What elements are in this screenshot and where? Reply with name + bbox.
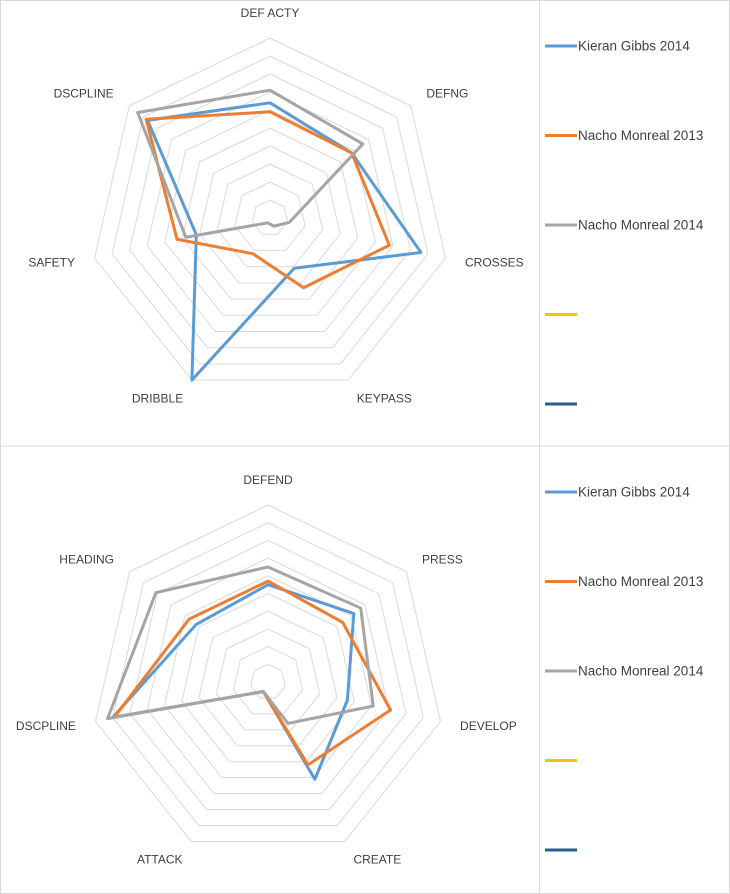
series-line-nacho-monreal-2014	[106, 565, 375, 725]
axis-label-press: PRESS	[422, 552, 463, 566]
axis-label-crosses: CROSSES	[465, 256, 524, 270]
grid-ring	[251, 199, 289, 235]
axis-label-defend: DEFEND	[243, 473, 293, 487]
series-line-nacho-monreal-2013	[144, 110, 391, 290]
legend-label: Nacho Monreal 2014	[578, 218, 704, 233]
legend-label: Kieran Gibbs 2014	[578, 39, 690, 54]
grid-ring	[181, 127, 359, 300]
grid-ring	[234, 181, 306, 251]
legend-label: Kieran Gibbs 2014	[578, 485, 690, 500]
legend-bottom: Kieran Gibbs 2014 Nacho Monreal 2013 Nacho…	[545, 485, 704, 852]
grid-ring	[215, 628, 321, 731]
axis-label-defng: DEFNG	[426, 87, 468, 101]
legend-label: Nacho Monreal 2013	[578, 128, 703, 143]
grid-ring	[111, 55, 429, 365]
grid-ring	[232, 646, 304, 715]
grid-ring	[198, 610, 338, 747]
axis-label-heading: HEADING	[59, 552, 114, 566]
grid-ring	[129, 539, 407, 811]
axis-label-create: CREATE	[353, 853, 401, 867]
legend-item: Nacho Monreal 2014	[545, 664, 704, 679]
axis-label-dscpline: DSCPLINE	[16, 719, 76, 733]
legend-top: Kieran Gibbs 2014 Nacho Monreal 2013 Nacho…	[545, 39, 704, 406]
series-line-kieran-gibbs-2014	[146, 101, 423, 382]
grid-ring	[93, 37, 447, 381]
radar-chart-bottom: DEFEND PRESS DEVELOP CREATE ATTACK DSCPLINE HE…	[16, 473, 517, 867]
axis-label-develop: DEVELOP	[460, 719, 517, 733]
axis-label-dscpline: DSCPLINE	[54, 87, 114, 101]
legend-label: Nacho Monreal 2013	[578, 574, 703, 589]
axis-label-keypass: KEYPASS	[357, 391, 412, 405]
radar-chart-top: DEF ACTY DEFNG CROSSES KEYPASS DRIBBLE SAFETY…	[28, 6, 523, 406]
grid-ring	[94, 504, 442, 842]
grid-ring	[164, 109, 376, 316]
axis-label-attack: ATTACK	[137, 853, 183, 867]
legend-item: Nacho Monreal 2014	[545, 218, 704, 233]
grid-ring	[112, 522, 424, 827]
legend-item: Nacho Monreal 2013	[545, 128, 703, 143]
axis-label-def-acty: DEF ACTY	[241, 6, 300, 20]
grid-ring	[146, 91, 394, 333]
legend-label: Nacho Monreal 2014	[578, 664, 704, 679]
grid-ring	[163, 575, 373, 779]
grid-ring	[199, 145, 341, 284]
axis-label-dribble: DRIBBLE	[132, 391, 183, 405]
legend-item: Kieran Gibbs 2014	[545, 485, 690, 500]
legend-item: Nacho Monreal 2013	[545, 574, 703, 589]
grid-ring	[181, 592, 355, 763]
grid-ring	[146, 557, 390, 795]
series-line-nacho-monreal-2013	[112, 579, 393, 767]
legend-item: Kieran Gibbs 2014	[545, 39, 690, 54]
axis-label-safety: SAFETY	[28, 256, 75, 270]
series-line-nacho-monreal-2014	[136, 88, 365, 239]
